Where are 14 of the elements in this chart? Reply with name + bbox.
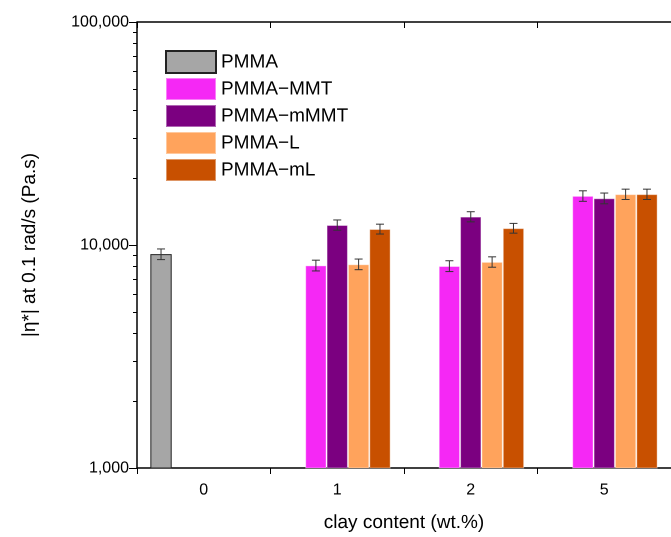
y-axis-title: |η*| at 0.1 rad/s (Pa.s) <box>19 152 40 338</box>
y-tick-label: 1,000 <box>88 460 130 476</box>
x-tick-label: 5 <box>600 482 609 498</box>
x-tick-label: 1 <box>332 482 342 498</box>
legend-label: PMMA <box>221 52 278 72</box>
legend-label: PMMA−mL <box>221 160 316 180</box>
x-tick-label: 0 <box>199 482 208 498</box>
legend-label: PMMA−MMT <box>221 78 333 100</box>
legend-label: PMMA−L <box>221 132 300 154</box>
y-tick-label: 100,000 <box>71 14 130 30</box>
x-tick-label: 2 <box>466 482 476 498</box>
x-axis-title: clay content (wt.%) <box>324 512 484 533</box>
legend-label: PMMA−mMMT <box>221 106 349 126</box>
y-tick-label: 10,000 <box>80 236 130 254</box>
